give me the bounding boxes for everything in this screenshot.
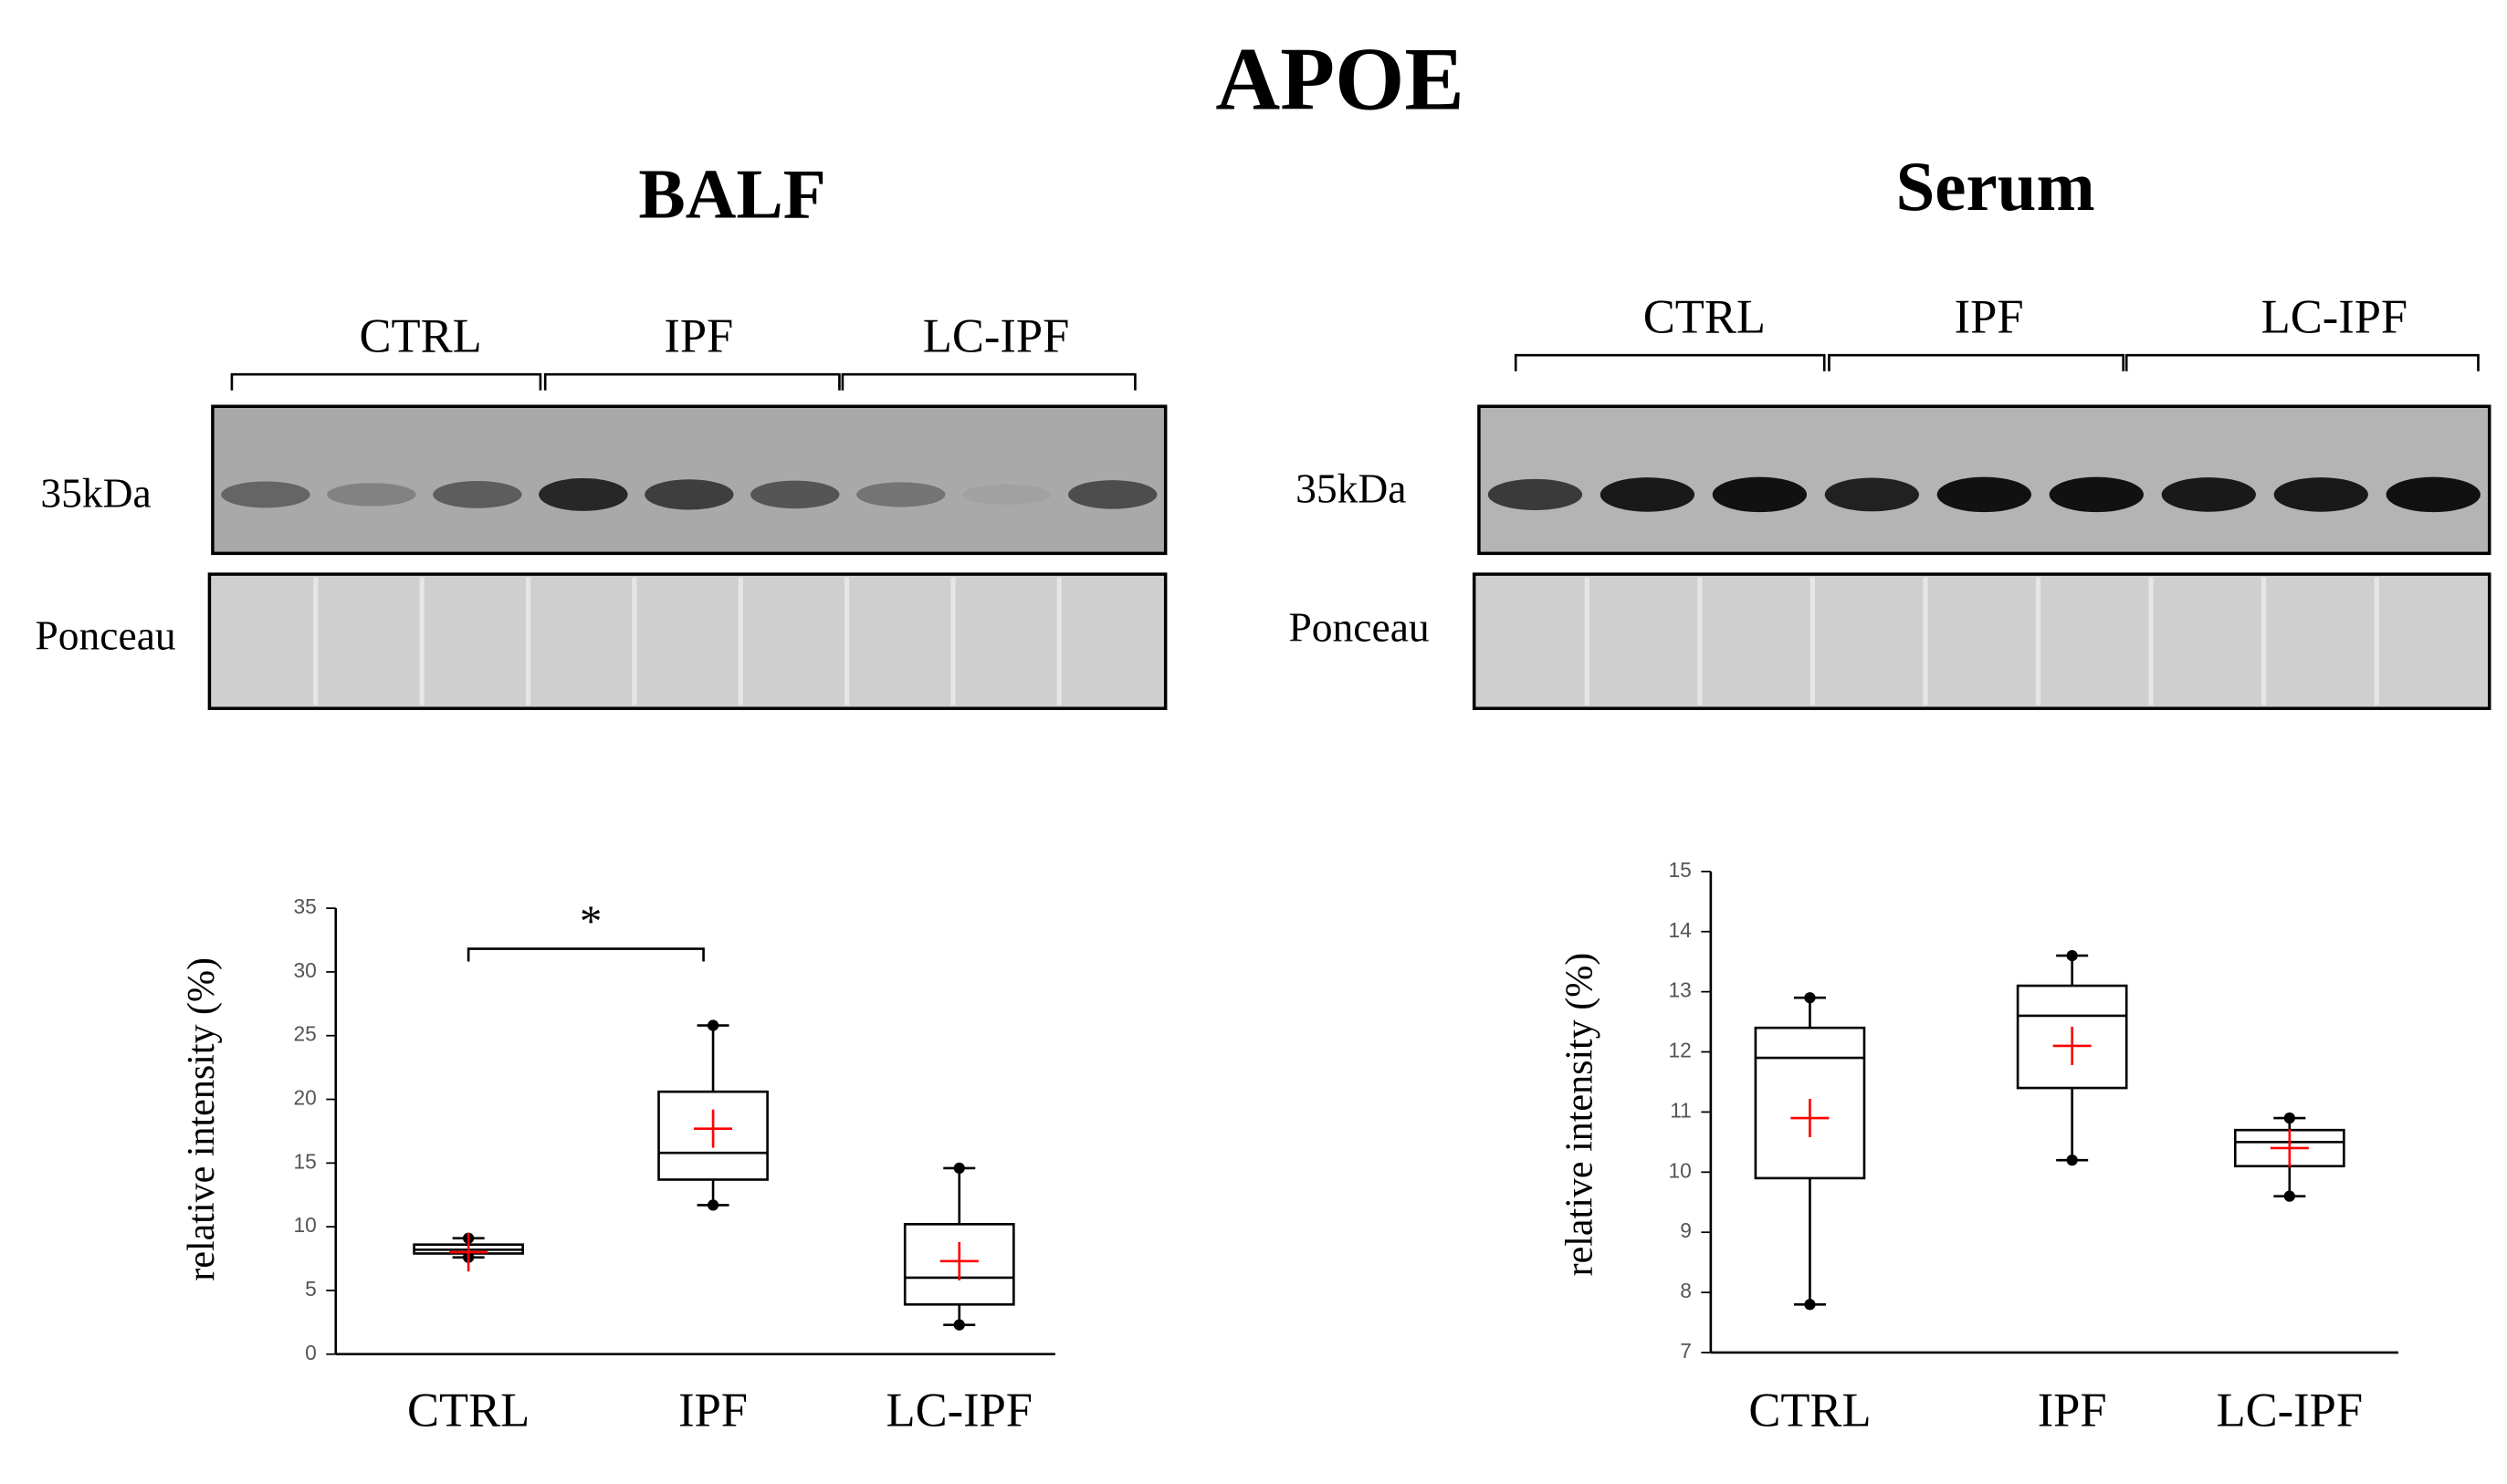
blot-band bbox=[1600, 477, 1695, 512]
blot-band bbox=[1712, 476, 1808, 513]
y-tick-label: 13 bbox=[1669, 978, 1692, 1002]
blot-bracket bbox=[841, 372, 1137, 391]
significance-label: * bbox=[580, 895, 603, 946]
y-tick-label: 9 bbox=[1680, 1218, 1692, 1242]
x-tick-label: LC-IPF bbox=[886, 1385, 1033, 1437]
blot-bracket bbox=[543, 372, 841, 391]
blot-bracket bbox=[1828, 353, 2125, 371]
max-point bbox=[2283, 1112, 2295, 1124]
blot-band bbox=[962, 484, 1052, 505]
max-point bbox=[1804, 992, 1816, 1004]
min-point bbox=[2283, 1190, 2295, 1202]
blot-group-label: CTRL bbox=[359, 310, 481, 363]
blot-band bbox=[1487, 478, 1583, 510]
ponceau-image bbox=[1472, 572, 2491, 710]
min-point bbox=[1804, 1299, 1816, 1311]
y-tick-label: 8 bbox=[1680, 1279, 1692, 1302]
min-point bbox=[707, 1199, 719, 1211]
min-point bbox=[2066, 1155, 2078, 1166]
y-tick-label: 25 bbox=[293, 1022, 316, 1046]
mean-marker bbox=[939, 1241, 979, 1280]
min-point bbox=[953, 1319, 965, 1331]
y-tick-label: 15 bbox=[1669, 858, 1692, 882]
blot-band bbox=[2161, 477, 2256, 512]
blot-group-label: IPF bbox=[1955, 291, 2024, 344]
mean-marker bbox=[2052, 1026, 2092, 1065]
blot-bracket bbox=[2124, 353, 2480, 371]
mean-marker bbox=[1790, 1098, 1830, 1138]
y-tick-label: 15 bbox=[293, 1149, 316, 1173]
y-tick-label: 11 bbox=[1670, 1098, 1692, 1122]
blot-band bbox=[2386, 476, 2481, 513]
y-tick-label: 30 bbox=[293, 958, 316, 982]
y-tick-label: 10 bbox=[1669, 1158, 1692, 1182]
y-tick-label: 20 bbox=[293, 1086, 316, 1110]
figure-title: APOE bbox=[1215, 30, 1463, 129]
blot-band bbox=[2049, 476, 2144, 513]
blot-row-label: Ponceau bbox=[1288, 604, 1429, 651]
blot-band bbox=[1936, 476, 2031, 513]
y-axis-label: relative intensity (%) bbox=[1558, 953, 1600, 1277]
blot-band bbox=[221, 481, 310, 508]
panel-title: BALF bbox=[638, 155, 825, 234]
blot-group-label: LC-IPF bbox=[2261, 291, 2408, 344]
mean-marker bbox=[449, 1233, 488, 1272]
ponceau-image bbox=[207, 572, 1168, 710]
blot-band bbox=[645, 479, 734, 510]
blot-band bbox=[856, 482, 946, 507]
blot-bracket bbox=[1514, 353, 1826, 371]
significance-bracket bbox=[467, 947, 705, 962]
y-tick-label: 7 bbox=[1680, 1339, 1692, 1363]
blot-row-label: Ponceau bbox=[35, 611, 175, 658]
blot-band bbox=[750, 480, 840, 509]
max-point bbox=[707, 1019, 719, 1031]
max-point bbox=[2066, 949, 2078, 962]
x-tick-label: LC-IPF bbox=[2217, 1385, 2363, 1437]
blot-group-label: LC-IPF bbox=[923, 310, 1070, 363]
y-tick-label: 0 bbox=[305, 1341, 317, 1364]
blot-group-label: IPF bbox=[664, 310, 733, 363]
blot-band bbox=[2273, 477, 2368, 512]
blot-band bbox=[1067, 480, 1158, 509]
y-tick-label: 12 bbox=[1669, 1039, 1692, 1062]
y-tick-label: 5 bbox=[305, 1277, 317, 1301]
max-point bbox=[953, 1162, 965, 1175]
blot-band bbox=[433, 481, 522, 508]
mean-marker bbox=[2270, 1128, 2309, 1167]
blot-row-label: 35kDa bbox=[40, 470, 151, 517]
y-tick-label: 14 bbox=[1669, 918, 1692, 942]
blot-band bbox=[327, 483, 416, 507]
mean-marker bbox=[694, 1109, 733, 1148]
y-axis-label: relative intensity (%) bbox=[181, 957, 223, 1281]
x-tick-label: IPF bbox=[678, 1385, 748, 1437]
blot-band bbox=[539, 477, 628, 511]
x-tick-label: CTRL bbox=[1748, 1385, 1871, 1437]
panel-title: Serum bbox=[1895, 147, 2094, 225]
y-tick-label: 35 bbox=[293, 894, 316, 918]
y-tick-label: 10 bbox=[293, 1213, 316, 1237]
x-tick-label: CTRL bbox=[407, 1385, 530, 1437]
x-tick-label: IPF bbox=[2038, 1385, 2107, 1437]
blot-row-label: 35kDa bbox=[1295, 465, 1406, 511]
blot-band bbox=[1824, 477, 1920, 512]
blot-group-label: CTRL bbox=[1643, 291, 1766, 344]
blot-bracket bbox=[230, 372, 542, 391]
